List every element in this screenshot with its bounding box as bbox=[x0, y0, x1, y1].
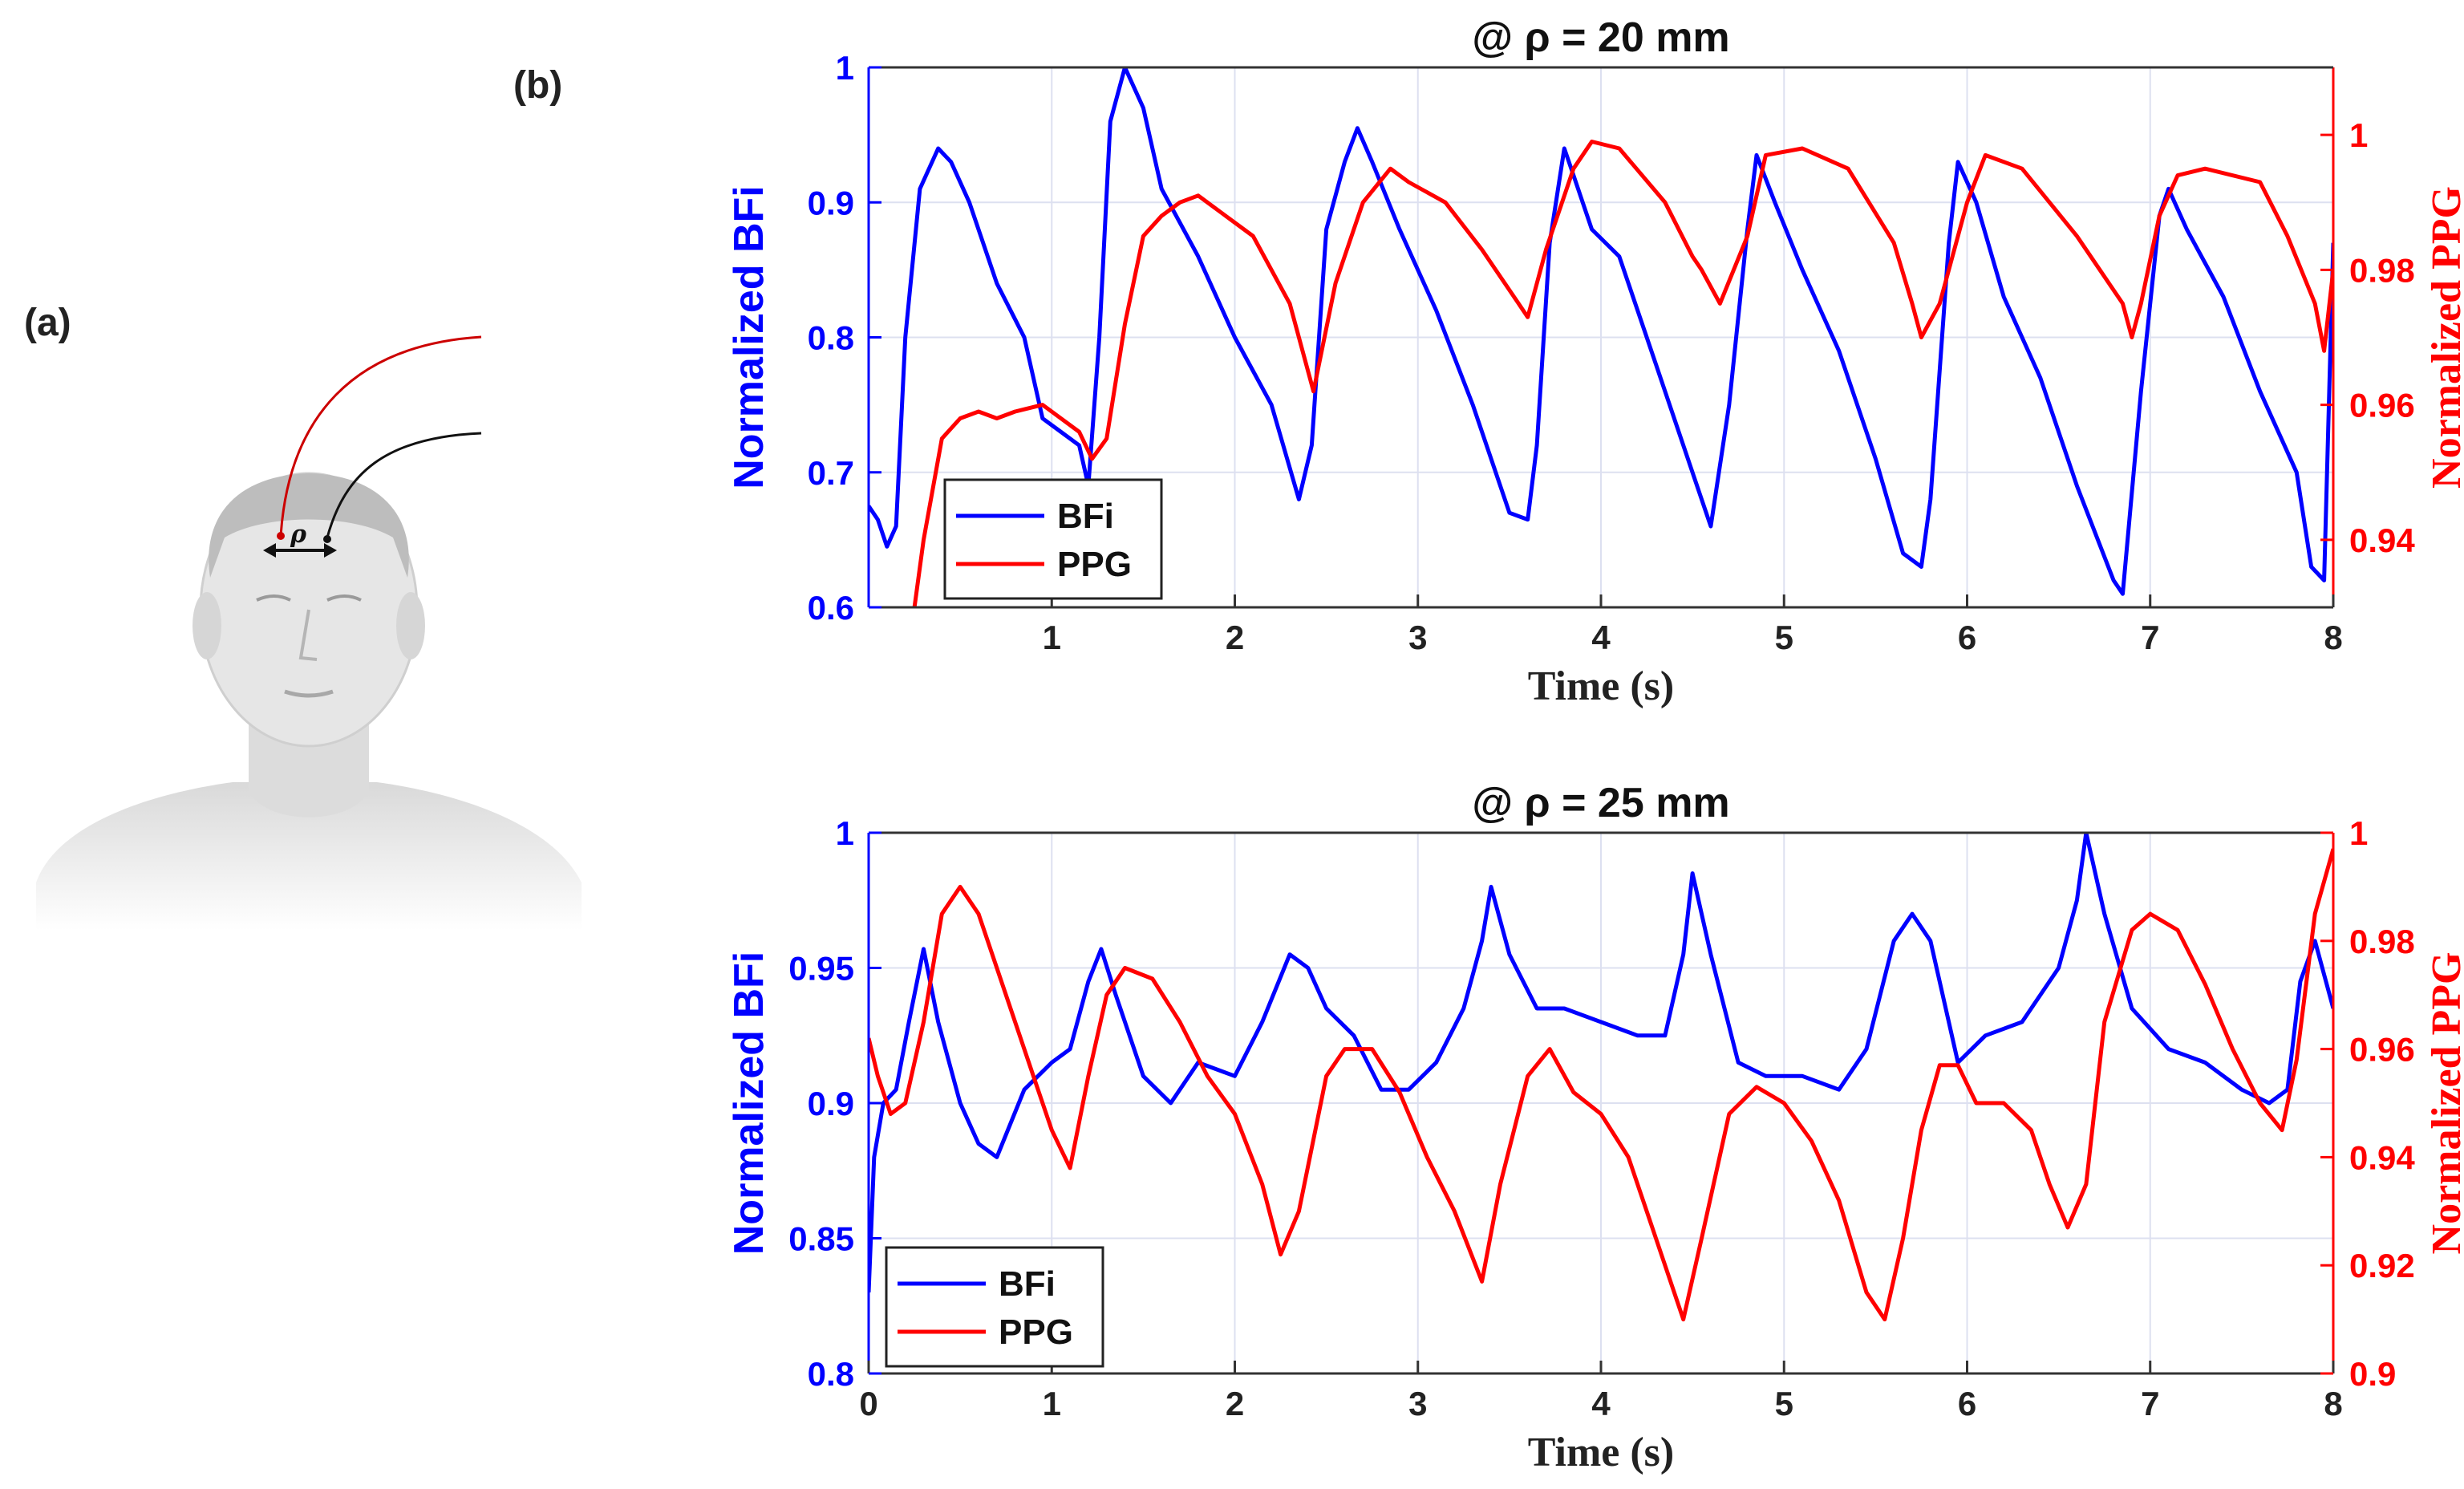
x-tick-label: 5 bbox=[1775, 1385, 1793, 1422]
rho-arrowhead-right bbox=[324, 543, 337, 558]
rho-label: ρ bbox=[290, 521, 307, 549]
x-tick-label: 0 bbox=[859, 1385, 877, 1422]
chart-title: @ ρ = 20 mm bbox=[1472, 14, 1729, 61]
eye-right bbox=[326, 594, 362, 602]
x-tick-label: 2 bbox=[1226, 1385, 1244, 1422]
series-line-ppg bbox=[869, 848, 2333, 1322]
chart-title: @ ρ = 25 mm bbox=[1472, 780, 1729, 826]
x-tick-label: 8 bbox=[2324, 1385, 2342, 1422]
legend: BFi PPG bbox=[885, 1246, 1104, 1368]
legend-label-ppg: PPG bbox=[999, 1313, 1073, 1352]
black-fiber-icon bbox=[326, 432, 482, 538]
head-illustration: ρ bbox=[36, 335, 582, 931]
series-line-ppg bbox=[912, 140, 2333, 607]
x-tick-label: 3 bbox=[1408, 619, 1427, 656]
hair bbox=[209, 473, 409, 578]
x-tick-label: 6 bbox=[1958, 619, 1976, 656]
y-right-tick-label: 0.92 bbox=[2349, 1247, 2415, 1284]
y-left-tick-label: 0.8 bbox=[808, 319, 854, 357]
nose bbox=[298, 609, 318, 661]
x-tick-label: 4 bbox=[1591, 619, 1611, 656]
ear-right bbox=[396, 592, 425, 659]
x-tick-label: 3 bbox=[1408, 1385, 1427, 1422]
rho-arrowhead-left bbox=[263, 543, 276, 558]
x-tick-label: 5 bbox=[1775, 619, 1793, 656]
legend-box bbox=[885, 1246, 1104, 1368]
y-axis-left-label: Normalized BFi bbox=[726, 185, 772, 489]
y-right-tick-label: 0.98 bbox=[2349, 251, 2415, 289]
y-axis-right-label: Normalized PPG bbox=[2424, 186, 2464, 489]
panel-b-label: (b) bbox=[513, 64, 562, 107]
y-right-tick-label: 0.98 bbox=[2349, 923, 2415, 960]
y-axis-left-label: Normalized BFi bbox=[726, 951, 772, 1256]
y-left-tick-label: 0.8 bbox=[808, 1355, 854, 1393]
x-tick-label: 7 bbox=[2141, 619, 2159, 656]
legend-label-bfi: BFi bbox=[999, 1264, 1056, 1304]
y-axis-right-label: Normalized PPG bbox=[2424, 952, 2464, 1255]
series-line-bfi bbox=[869, 833, 2333, 1293]
y-right-tick-label: 0.96 bbox=[2349, 387, 2415, 424]
x-axis-label: Time (s) bbox=[1528, 663, 1674, 709]
legend-box bbox=[943, 478, 1163, 600]
x-tick-label: 1 bbox=[1043, 619, 1061, 656]
y-left-tick-label: 1 bbox=[836, 49, 854, 87]
y-right-tick-label: 1 bbox=[2349, 814, 2368, 852]
y-left-tick-label: 0.95 bbox=[788, 950, 854, 988]
y-right-tick-label: 0.94 bbox=[2349, 1138, 2415, 1176]
shoulders bbox=[36, 782, 582, 931]
x-tick-label: 2 bbox=[1226, 619, 1244, 656]
y-left-tick-label: 1 bbox=[836, 814, 854, 852]
y-right-tick-label: 1 bbox=[2349, 116, 2368, 154]
x-tick-label: 4 bbox=[1591, 1385, 1611, 1422]
y-right-tick-label: 0.96 bbox=[2349, 1031, 2415, 1069]
y-right-tick-label: 0.94 bbox=[2349, 521, 2415, 559]
legend: BFi PPG bbox=[943, 478, 1163, 600]
mouth bbox=[284, 689, 334, 698]
panel-a-label: (a) bbox=[24, 302, 71, 344]
y-right-tick-label: 0.9 bbox=[2349, 1355, 2396, 1393]
y-left-tick-label: 0.9 bbox=[808, 1085, 854, 1122]
x-tick-label: 1 bbox=[1043, 1385, 1061, 1422]
chart-top: 1 2 3 4 5 6 7 8 0.6 0.7 0.8 0.9 1 0.94 0.96 0.98 1 @ ρ = … bbox=[726, 14, 2464, 709]
red-fiber-icon bbox=[279, 335, 482, 537]
x-tick-label: 7 bbox=[2141, 1385, 2159, 1422]
x-tick-label: 8 bbox=[2324, 619, 2342, 656]
legend-label-ppg: PPG bbox=[1057, 545, 1132, 584]
source-point bbox=[277, 532, 285, 540]
y-left-tick-label: 0.6 bbox=[808, 589, 854, 627]
detector-point bbox=[323, 535, 331, 543]
y-left-tick-label: 0.85 bbox=[788, 1220, 854, 1258]
eye-left bbox=[256, 594, 291, 602]
x-tick-label: 6 bbox=[1958, 1385, 1976, 1422]
y-left-tick-label: 0.9 bbox=[808, 184, 854, 221]
ear-left bbox=[192, 592, 221, 659]
legend-label-bfi: BFi bbox=[1057, 497, 1114, 536]
x-axis-label: Time (s) bbox=[1528, 1430, 1674, 1475]
chart-bottom: 0 1 2 3 4 5 6 7 8 0.8 0.85 0.9 0.95 1 0.9 0.92 0.94 0.96 0… bbox=[726, 780, 2464, 1475]
y-left-tick-label: 0.7 bbox=[808, 454, 854, 492]
